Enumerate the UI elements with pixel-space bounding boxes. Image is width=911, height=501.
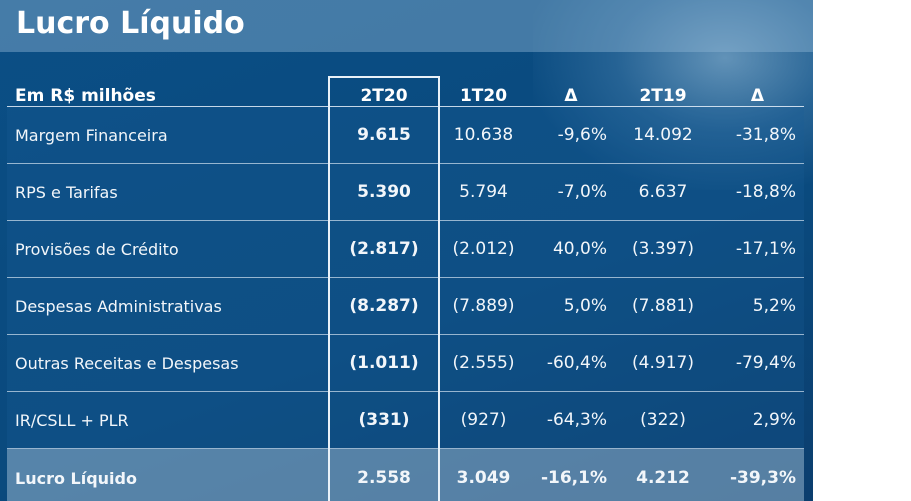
- table-row: RPS e Tarifas 5.390 5.794 -7,0% 6.637 -1…: [7, 163, 804, 221]
- header-delta-quarter: Δ: [527, 77, 615, 107]
- value-delta-year: -18,8%: [711, 163, 804, 221]
- value-delta-year: -31,8%: [711, 106, 804, 164]
- value-1t20: (2.555): [439, 334, 527, 392]
- total-2t20: 2.558: [328, 448, 440, 501]
- value-delta-year: 5,2%: [711, 277, 804, 335]
- value-2t19: (322): [615, 391, 711, 449]
- value-2t20: (331): [328, 391, 440, 449]
- value-2t20: (1.011): [328, 334, 440, 392]
- table-row: Margem Financeira 9.615 10.638 -9,6% 14.…: [7, 106, 804, 164]
- table-row: Despesas Administrativas (8.287) (7.889)…: [7, 277, 804, 335]
- value-1t20: (7.889): [439, 277, 527, 335]
- total-delta-quarter: -16,1%: [527, 448, 615, 501]
- row-label: Despesas Administrativas: [7, 277, 329, 335]
- row-label: Margem Financeira: [7, 106, 329, 164]
- value-delta-quarter: -60,4%: [527, 334, 615, 392]
- total-label: Lucro Líquido: [7, 448, 329, 501]
- total-1t20: 3.049: [439, 448, 527, 501]
- row-label: Outras Receitas e Despesas: [7, 334, 329, 392]
- row-label: RPS e Tarifas: [7, 163, 329, 221]
- value-2t19: 6.637: [615, 163, 711, 221]
- table-header-row: Em R$ milhões 2T20 1T20 Δ 2T19 Δ: [7, 76, 804, 107]
- value-delta-year: -17,1%: [711, 220, 804, 278]
- value-delta-year: -79,4%: [711, 334, 804, 392]
- value-delta-quarter: 5,0%: [527, 277, 615, 335]
- value-1t20: (927): [439, 391, 527, 449]
- table-row: Outras Receitas e Despesas (1.011) (2.55…: [7, 334, 804, 392]
- total-delta-year: -39,3%: [711, 448, 804, 501]
- value-delta-quarter: -64,3%: [527, 391, 615, 449]
- title-bar: Lucro Líquido: [0, 0, 813, 52]
- total-row: Lucro Líquido 2.558 3.049 -16,1% 4.212 -…: [7, 448, 804, 501]
- value-delta-quarter: -7,0%: [527, 163, 615, 221]
- value-2t19: 14.092: [615, 106, 711, 164]
- value-2t20: (8.287): [328, 277, 440, 335]
- value-2t19: (3.397): [615, 220, 711, 278]
- value-2t20: 5.390: [328, 163, 440, 221]
- header-unit: Em R$ milhões: [7, 77, 329, 107]
- row-label: IR/CSLL + PLR: [7, 391, 329, 449]
- value-1t20: (2.012): [439, 220, 527, 278]
- value-2t20: 9.615: [328, 106, 440, 164]
- total-2t19: 4.212: [615, 448, 711, 501]
- value-delta-year: 2,9%: [711, 391, 804, 449]
- table-row: Provisões de Crédito (2.817) (2.012) 40,…: [7, 220, 804, 278]
- header-delta-year: Δ: [711, 77, 804, 107]
- header-2t20: 2T20: [328, 76, 440, 107]
- slide: Lucro Líquido Em R$ milhões 2T20 1T20 Δ …: [0, 0, 813, 501]
- header-2t19: 2T19: [615, 77, 711, 107]
- results-table: Em R$ milhões 2T20 1T20 Δ 2T19 Δ Margem …: [7, 76, 804, 501]
- value-delta-quarter: -9,6%: [527, 106, 615, 164]
- value-2t19: (4.917): [615, 334, 711, 392]
- row-label: Provisões de Crédito: [7, 220, 329, 278]
- value-1t20: 10.638: [439, 106, 527, 164]
- value-1t20: 5.794: [439, 163, 527, 221]
- value-2t19: (7.881): [615, 277, 711, 335]
- header-1t20: 1T20: [439, 77, 527, 107]
- slide-title: Lucro Líquido: [16, 6, 245, 41]
- value-delta-quarter: 40,0%: [527, 220, 615, 278]
- value-2t20: (2.817): [328, 220, 440, 278]
- table-row: IR/CSLL + PLR (331) (927) -64,3% (322) 2…: [7, 391, 804, 449]
